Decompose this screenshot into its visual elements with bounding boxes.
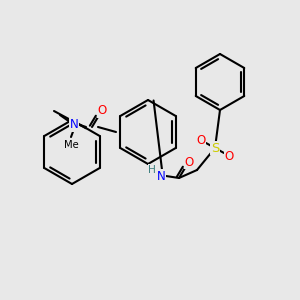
Text: O: O	[98, 104, 106, 118]
Text: S: S	[211, 142, 219, 154]
Text: Me: Me	[64, 140, 78, 150]
Text: O: O	[224, 149, 234, 163]
Text: N: N	[70, 118, 78, 131]
Text: H: H	[148, 165, 156, 175]
Text: N: N	[157, 169, 165, 182]
Text: O: O	[184, 155, 194, 169]
Text: O: O	[196, 134, 206, 146]
